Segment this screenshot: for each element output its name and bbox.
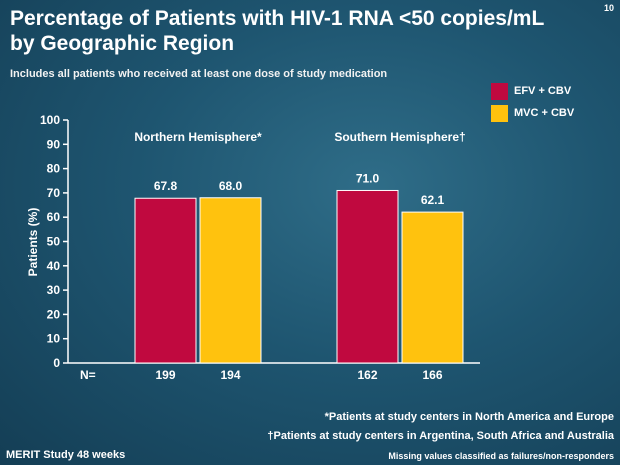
title-line-2: by Geographic Region bbox=[10, 32, 235, 55]
y-tick-label: 100 bbox=[40, 113, 60, 127]
y-tick-label: 30 bbox=[47, 283, 61, 297]
missing-values-note: Missing values classified as failures/no… bbox=[388, 451, 614, 461]
n-value: 162 bbox=[357, 368, 377, 382]
legend-item-efv: EFV + CBV bbox=[491, 81, 574, 101]
legend-label-efv: EFV + CBV bbox=[514, 85, 572, 97]
bar-mvc bbox=[401, 211, 464, 364]
bar-efv bbox=[134, 197, 197, 364]
data-label: 62.1 bbox=[421, 193, 445, 207]
legend-item-mvc: MVC + CBV bbox=[491, 103, 574, 123]
data-label: 67.8 bbox=[154, 179, 178, 193]
y-tick-label: 0 bbox=[53, 356, 60, 370]
slide-number: 10 bbox=[603, 3, 614, 13]
n-value: 166 bbox=[422, 368, 442, 382]
n-value: 194 bbox=[220, 368, 240, 382]
y-tick-label: 60 bbox=[47, 210, 61, 224]
legend-swatch-efv bbox=[491, 82, 508, 100]
n-label: N= bbox=[80, 368, 96, 382]
study-label: MERIT Study 48 weeks bbox=[6, 449, 126, 461]
title-line-1: Percentage of Patients with HIV-1 RNA <5… bbox=[10, 7, 545, 30]
chart-subtitle: Includes all patients who received at le… bbox=[10, 68, 388, 80]
data-label: 68.0 bbox=[219, 179, 243, 193]
y-tick-label: 80 bbox=[47, 162, 61, 176]
y-tick-label: 40 bbox=[47, 259, 61, 273]
y-tick-label: 70 bbox=[47, 186, 61, 200]
data-label: 71.0 bbox=[356, 171, 380, 185]
category-label: Northern Hemisphere* bbox=[134, 130, 262, 144]
n-value: 199 bbox=[155, 368, 175, 382]
y-tick-label: 20 bbox=[47, 307, 61, 321]
y-tick-label: 10 bbox=[47, 332, 61, 346]
bar-mvc bbox=[199, 197, 262, 364]
bar-efv bbox=[336, 189, 399, 364]
y-tick-label: 90 bbox=[47, 137, 61, 151]
chart-title: Percentage of Patients with HIV-1 RNA <5… bbox=[10, 6, 570, 56]
legend-label-mvc: MVC + CBV bbox=[514, 107, 575, 119]
category-label: Southern Hemisphere† bbox=[334, 130, 465, 144]
footnote-north: *Patients at study centers in North Amer… bbox=[324, 411, 614, 423]
y-tick-label: 50 bbox=[47, 235, 61, 249]
legend-swatch-mvc bbox=[491, 104, 508, 122]
y-axis-label: Patients (%) bbox=[26, 208, 40, 277]
legend: EFV + CBV MVC + CBV bbox=[491, 81, 574, 125]
footnote-south: †Patients at study centers in Argentina,… bbox=[267, 430, 614, 442]
